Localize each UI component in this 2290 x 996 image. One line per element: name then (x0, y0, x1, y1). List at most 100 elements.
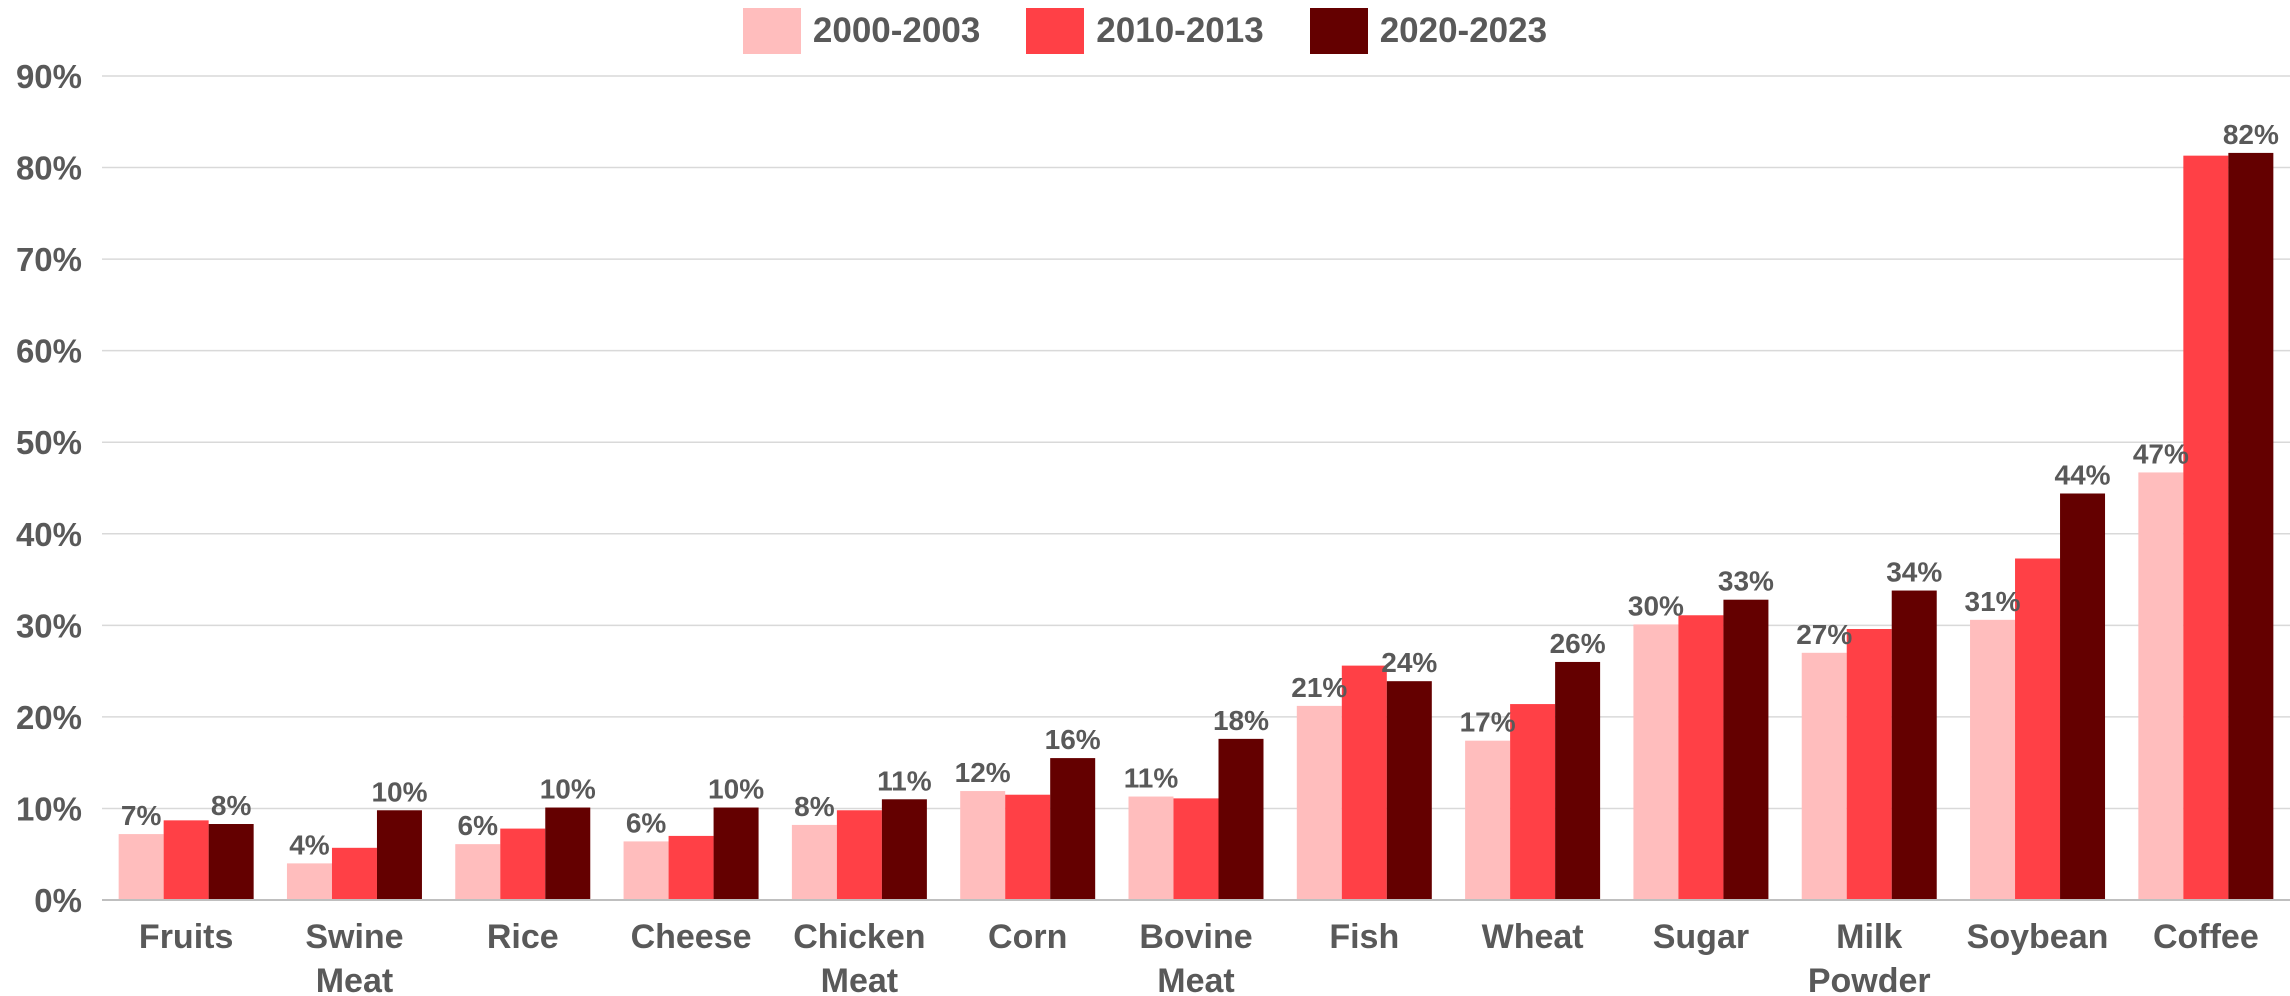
data-label: 21% (1291, 672, 1347, 703)
data-label: 10% (708, 774, 764, 805)
data-label: 47% (2133, 438, 2189, 469)
legend-label-2000-2003: 2000-2003 (812, 11, 981, 50)
x-tick-label: Chicken (793, 918, 925, 956)
data-label: 8% (211, 790, 252, 821)
legend-item-2000-2003: 2000-2003 (742, 8, 981, 54)
bar (1846, 628, 1892, 900)
data-label: 18% (1213, 705, 1269, 736)
bar (2228, 152, 2274, 900)
data-label: 27% (1796, 619, 1852, 650)
data-label: 6% (626, 807, 667, 838)
bar (1801, 652, 1847, 900)
bar (623, 841, 669, 900)
data-label: 12% (955, 757, 1011, 788)
bar (836, 810, 882, 900)
bar (455, 844, 501, 900)
y-tick-label: 60% (16, 333, 82, 370)
x-tick-label: Cheese (631, 918, 752, 956)
data-labels: 7% 8% 4% 10% 6% 10% 6% 10% 8% 11% 12% 16% 11% 18% 21% 2… (121, 119, 2279, 860)
data-label: 44% (2055, 459, 2111, 490)
bar (1128, 796, 1174, 900)
bar (881, 799, 927, 900)
data-label: 34% (1886, 557, 1942, 588)
x-tick-label: Sugar (1653, 918, 1749, 956)
bar (1891, 590, 1937, 900)
y-tick-label: 30% (16, 607, 82, 644)
legend-swatch-2000-2003 (742, 8, 801, 54)
x-tick-label: Meat (316, 962, 393, 996)
y-tick-label: 10% (16, 790, 82, 827)
x-tick-label: Meat (821, 962, 898, 996)
data-label: 26% (1550, 628, 1606, 659)
y-tick-label: 0% (34, 882, 82, 919)
x-tick-label: Fish (1329, 918, 1399, 956)
data-label: 16% (1045, 724, 1101, 755)
legend-item-2010-2013: 2010-2013 (1026, 8, 1264, 54)
bar (1005, 794, 1051, 900)
legend-label-2020-2023: 2020-2023 (1379, 11, 1548, 50)
data-label: 17% (1460, 707, 1516, 738)
bar (791, 824, 837, 900)
bar (331, 847, 377, 900)
data-label: 10% (371, 776, 427, 807)
bar (1465, 740, 1511, 900)
y-axis: 0% 10% 20% 30% 40% 50% 60% 70% 80% 90% (16, 58, 82, 919)
data-label: 11% (1124, 763, 1179, 794)
x-tick-label: Corn (988, 918, 1067, 956)
legend-item-2020-2023: 2020-2023 (1309, 8, 1548, 54)
x-tick-label: Fruits (139, 918, 233, 956)
bar (1633, 624, 1679, 900)
legend-swatch-2010-2013 (1026, 8, 1085, 54)
data-label: 82% (2223, 119, 2279, 150)
bar (286, 863, 332, 900)
bar (960, 791, 1006, 900)
bar (1386, 681, 1432, 900)
bar (2138, 472, 2184, 900)
x-tick-label: Swine (305, 918, 403, 956)
bar (713, 807, 759, 900)
data-label: 7% (121, 800, 162, 831)
bar (668, 835, 714, 900)
legend-label-2010-2013: 2010-2013 (1096, 11, 1264, 50)
bars (118, 152, 2274, 901)
data-label: 4% (289, 829, 330, 860)
bar (1173, 798, 1219, 900)
bar (500, 828, 546, 900)
legend: 2000-2003 2010-2013 2020-2023 (0, 8, 2290, 54)
y-tick-label: 70% (16, 241, 82, 278)
bar (1678, 615, 1724, 900)
bar (376, 810, 422, 900)
bar (1341, 665, 1387, 900)
data-label: 6% (458, 810, 499, 841)
data-label: 11% (877, 765, 932, 796)
y-tick-label: 90% (16, 58, 82, 95)
bar (208, 824, 254, 900)
bar (118, 834, 164, 900)
bar (163, 820, 209, 900)
y-tick-label: 20% (16, 699, 82, 736)
legend-swatch-2020-2023 (1309, 8, 1368, 54)
x-tick-label: Soybean (1967, 918, 2109, 956)
gridlines (102, 75, 2290, 810)
bar (1723, 599, 1769, 900)
bar (1050, 758, 1096, 900)
y-tick-label: 80% (16, 150, 82, 187)
y-tick-label: 50% (16, 424, 82, 461)
x-tick-label: Bovine (1139, 918, 1252, 956)
bar (545, 807, 591, 900)
bar (1296, 705, 1342, 900)
data-label: 31% (1965, 586, 2021, 617)
data-label: 30% (1628, 590, 1684, 621)
data-label: 33% (1718, 566, 1774, 597)
x-tick-label: Meat (1157, 962, 1234, 996)
bar (2060, 493, 2106, 900)
x-tick-label: Powder (1808, 962, 1931, 996)
bar (1970, 619, 2016, 900)
y-tick-label: 40% (16, 516, 82, 553)
bar (1510, 704, 1556, 900)
data-label: 24% (1381, 647, 1437, 678)
x-axis: Fruits Swine Meat Rice Cheese Chicken Meat Corn… (102, 899, 2290, 996)
data-label: 10% (540, 774, 596, 805)
bar (1555, 661, 1601, 900)
